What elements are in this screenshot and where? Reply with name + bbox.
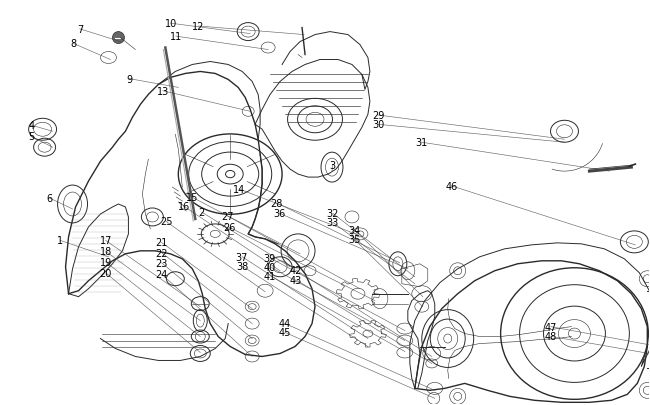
- Text: 17: 17: [99, 236, 112, 246]
- Text: 31: 31: [415, 138, 427, 148]
- Text: 22: 22: [155, 248, 168, 258]
- Text: 7: 7: [77, 25, 83, 35]
- Text: 34: 34: [348, 225, 360, 235]
- Text: 32: 32: [326, 209, 339, 219]
- Text: 35: 35: [348, 234, 360, 245]
- Text: 8: 8: [70, 39, 77, 49]
- Text: 20: 20: [99, 268, 112, 278]
- Text: 1: 1: [57, 236, 64, 246]
- Text: 29: 29: [372, 111, 384, 121]
- Text: 25: 25: [160, 217, 172, 227]
- Text: 44: 44: [279, 319, 291, 328]
- Circle shape: [112, 32, 124, 45]
- Text: 16: 16: [177, 202, 190, 211]
- Text: 5: 5: [28, 132, 34, 142]
- Text: 15: 15: [186, 193, 198, 202]
- Text: 27: 27: [222, 212, 234, 222]
- Text: 10: 10: [164, 19, 177, 29]
- Text: 21: 21: [155, 238, 168, 248]
- Text: 48: 48: [545, 332, 557, 341]
- Text: 36: 36: [274, 209, 286, 219]
- Text: 42: 42: [290, 265, 302, 275]
- Text: 18: 18: [99, 247, 112, 257]
- Text: 9: 9: [126, 75, 132, 84]
- Text: 41: 41: [264, 271, 276, 281]
- Text: 26: 26: [223, 222, 235, 232]
- Text: 40: 40: [264, 262, 276, 272]
- Text: 2: 2: [199, 208, 205, 217]
- Text: 12: 12: [192, 22, 205, 32]
- Text: 24: 24: [155, 269, 168, 279]
- Text: 28: 28: [270, 198, 283, 208]
- Text: 46: 46: [445, 181, 458, 191]
- Text: 43: 43: [290, 275, 302, 285]
- Text: 6: 6: [46, 194, 53, 203]
- Text: 3: 3: [330, 160, 336, 171]
- Text: 37: 37: [236, 252, 248, 262]
- Text: 19: 19: [99, 257, 112, 267]
- Text: 30: 30: [372, 120, 384, 130]
- Text: 45: 45: [279, 328, 291, 337]
- Text: 13: 13: [157, 87, 169, 96]
- Text: 4: 4: [28, 121, 34, 131]
- Text: 11: 11: [170, 32, 182, 42]
- Text: 33: 33: [327, 218, 339, 228]
- Text: 47: 47: [545, 322, 557, 332]
- Text: 38: 38: [236, 261, 248, 271]
- Text: 14: 14: [233, 185, 246, 194]
- Text: 39: 39: [264, 253, 276, 263]
- Text: 23: 23: [155, 258, 168, 268]
